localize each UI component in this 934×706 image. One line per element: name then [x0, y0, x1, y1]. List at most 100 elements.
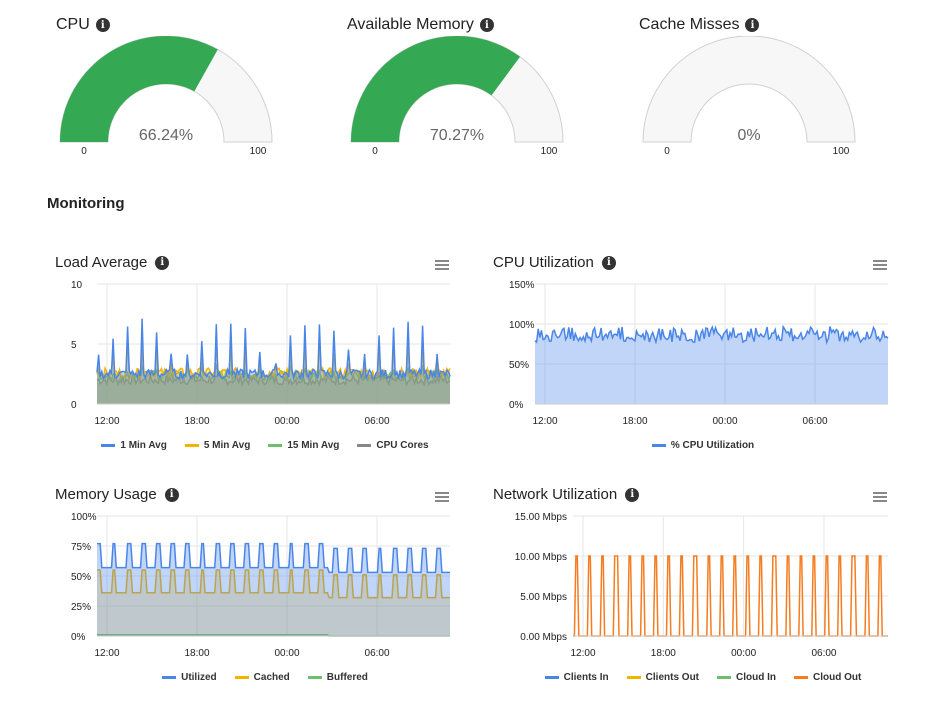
legend-label: CPU Cores	[376, 440, 429, 451]
chart-memory-usage: Memory Usage i 100% 75% 50% 25% 0% 12:00 18:00…	[55, 486, 475, 706]
legend-label: Clients In	[563, 672, 609, 683]
legend-swatch	[101, 444, 116, 447]
x-tick-label: 18:00	[622, 416, 647, 427]
gauge-min-label: 0	[372, 146, 378, 157]
info-icon[interactable]: i	[164, 487, 179, 502]
series-line	[96, 318, 451, 382]
legend-swatch	[626, 676, 641, 679]
x-tick-label: 06:00	[811, 648, 836, 659]
x-tick-label: 12:00	[532, 416, 557, 427]
x-tick-label: 18:00	[651, 648, 676, 659]
hamburger-menu-icon[interactable]	[873, 260, 887, 270]
y-tick-label: 100%	[71, 512, 97, 523]
legend-swatch	[357, 444, 372, 447]
chart-plot: 15.00 Mbps 10.00 Mbps 5.00 Mbps 0.00 Mbps12…	[515, 512, 888, 659]
gauge-title-text: Cache Misses	[639, 16, 740, 33]
chart-title: Load Average i	[55, 254, 170, 271]
x-tick-label: 06:00	[365, 648, 390, 659]
y-tick-label: 75%	[71, 542, 91, 553]
x-tick-label: 12:00	[94, 416, 119, 427]
legend-item[interactable]: % CPU Utilization	[651, 440, 754, 451]
x-tick-label: 18:00	[184, 648, 209, 659]
gauge-fill	[351, 36, 521, 142]
legend-item[interactable]: Clients Out	[626, 672, 699, 683]
gauge-track	[642, 36, 856, 143]
legend-swatch	[307, 676, 322, 679]
chart-load-average: Load Average i 10 5 0 12:00 18:00 00:00 06:00 …	[55, 254, 475, 474]
legend-item[interactable]: Cloud Out	[794, 672, 861, 683]
chart-legend: 1 Min Avg 5 Min Avg 15 Min Avg CPU Cores	[55, 440, 475, 451]
y-tick-label: 100%	[509, 320, 535, 331]
info-icon[interactable]: i	[601, 255, 616, 270]
legend-swatch	[794, 676, 809, 679]
legend-label: Cloud Out	[813, 672, 862, 683]
y-tick-label: 0%	[71, 632, 86, 643]
legend-item[interactable]: Buffered	[307, 672, 368, 683]
legend-item[interactable]: Utilized	[162, 672, 217, 683]
chart-title: Memory Usage i	[55, 486, 179, 503]
legend-item[interactable]: 1 Min Avg	[101, 440, 167, 451]
legend-label: Cached	[253, 672, 290, 683]
legend-item[interactable]: 5 Min Avg	[184, 440, 251, 451]
legend-item[interactable]: CPU Cores	[357, 440, 429, 451]
hamburger-menu-icon[interactable]	[435, 492, 449, 502]
y-tick-label: 0	[71, 400, 77, 411]
x-tick-label: 12:00	[570, 648, 595, 659]
gauge-title: Available Memory i	[347, 16, 494, 34]
legend-item[interactable]: Cloud In	[717, 672, 776, 683]
gauge-cache-misses: Cache Misses i 0% 0 100	[639, 0, 919, 170]
y-tick-label: 0%	[509, 400, 524, 411]
gauge-fill	[60, 36, 218, 142]
legend-swatch	[717, 676, 732, 679]
y-tick-label: 5	[71, 340, 77, 351]
info-icon[interactable]: i	[745, 18, 760, 32]
legend-swatch	[162, 676, 177, 679]
y-tick-label: 10	[71, 280, 83, 291]
y-tick-label: 150%	[509, 280, 535, 291]
legend-label: 1 Min Avg	[120, 440, 167, 451]
series-area	[97, 375, 450, 404]
x-tick-label: 00:00	[713, 416, 738, 427]
chart-plot: 150% 100% 50% 0% 12:00 18:00 00:00 06:00	[509, 280, 889, 427]
gauge-value: 70.27%	[430, 127, 484, 144]
y-tick-label: 50%	[71, 572, 91, 583]
gauge-available-memory: Available Memory i 70.27% 0 100	[347, 0, 627, 170]
chart-title-text: Memory Usage	[55, 486, 157, 503]
info-icon[interactable]: i	[155, 255, 170, 270]
series-line	[97, 542, 450, 574]
chart-title-text: Load Average	[55, 254, 148, 271]
gauge-title-text: CPU	[56, 16, 90, 33]
info-icon[interactable]: i	[625, 487, 640, 502]
gauge-value: 66.24%	[139, 127, 193, 144]
chart-title-text: Network Utilization	[493, 486, 618, 503]
legend-swatch	[651, 444, 666, 447]
chart-legend: Clients In Clients Out Cloud In Cloud Out	[493, 672, 913, 683]
chart-title: Network Utilization i	[493, 486, 640, 503]
gauge-min-label: 0	[81, 146, 87, 157]
hamburger-menu-icon[interactable]	[435, 260, 449, 270]
x-tick-label: 00:00	[275, 648, 300, 659]
legend-label: 5 Min Avg	[203, 440, 251, 451]
info-icon[interactable]: i	[479, 18, 494, 32]
chart-plot: 100% 75% 50% 25% 0% 12:00 18:00 00:00 06:00	[71, 512, 450, 659]
gauge-title: Cache Misses i	[639, 16, 760, 34]
legend-item[interactable]: Clients In	[544, 672, 609, 683]
x-tick-label: 00:00	[731, 648, 756, 659]
legend-item[interactable]: 15 Min Avg	[268, 440, 339, 451]
legend-swatch	[184, 444, 199, 447]
legend-label: 15 Min Avg	[287, 440, 340, 451]
legend-item[interactable]: Cached	[234, 672, 290, 683]
gauge-chart: 66.24% 0 100	[59, 36, 273, 157]
chart-title: CPU Utilization i	[493, 254, 616, 271]
legend-swatch	[268, 444, 283, 447]
gauge-max-label: 100	[833, 146, 850, 157]
chart-cpu-utilization: CPU Utilization i 150% 100% 50% 0% 12:00 18:0…	[493, 254, 913, 474]
info-icon[interactable]: i	[95, 18, 110, 32]
gauge-title: CPU i	[56, 16, 110, 34]
hamburger-menu-icon[interactable]	[873, 492, 887, 502]
y-tick-label: 5.00 Mbps	[520, 592, 567, 603]
gauge-min-label: 0	[664, 146, 670, 157]
chart-legend: % CPU Utilization	[493, 440, 913, 451]
x-tick-label: 12:00	[94, 648, 119, 659]
chart-legend: Utilized Cached Buffered	[55, 672, 475, 683]
